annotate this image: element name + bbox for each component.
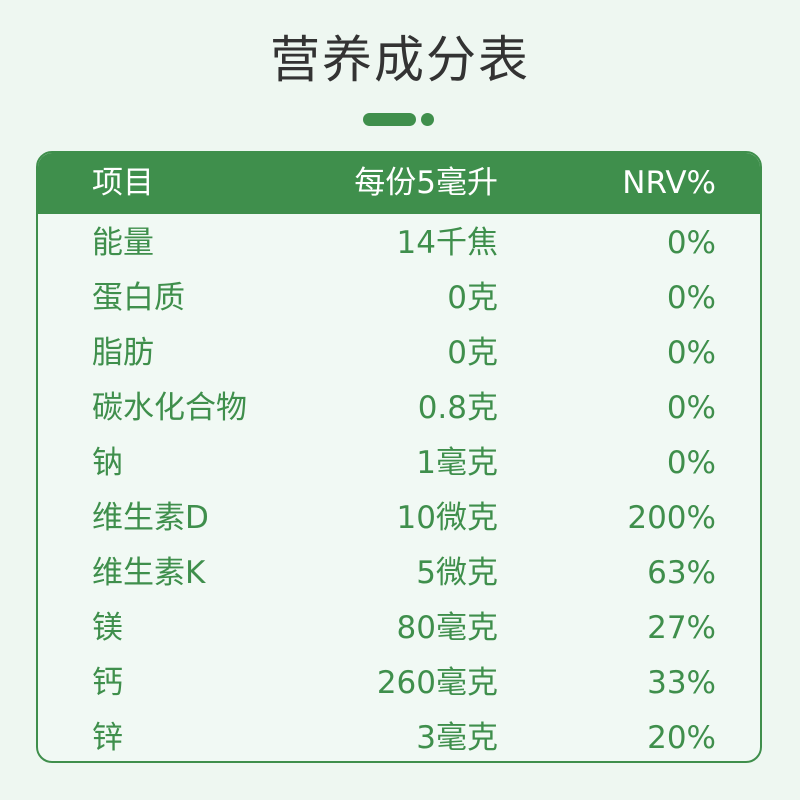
row-amount: 0.8克 bbox=[417, 390, 498, 426]
row-item: 钙 bbox=[92, 665, 123, 701]
row-item: 脂肪 bbox=[92, 335, 154, 371]
row-amount: 10微克 bbox=[396, 500, 498, 536]
row-item: 维生素D bbox=[92, 500, 209, 536]
title-decoration bbox=[363, 113, 443, 127]
row-item: 能量 bbox=[92, 225, 154, 261]
row-nrv: 27% bbox=[647, 610, 716, 646]
table-row: 钠 1毫克 0% bbox=[38, 436, 760, 491]
row-nrv: 0% bbox=[666, 335, 716, 371]
row-amount: 14千焦 bbox=[396, 225, 498, 261]
row-amount: 0克 bbox=[447, 280, 498, 316]
row-item: 镁 bbox=[92, 610, 123, 646]
table-row: 锌 3毫克 20% bbox=[38, 711, 760, 761]
table-row: 维生素D 10微克 200% bbox=[38, 491, 760, 546]
row-amount: 260毫克 bbox=[376, 665, 498, 701]
decoration-bar bbox=[363, 113, 416, 126]
table-row: 能量 14千焦 0% bbox=[38, 216, 760, 271]
row-nrv: 0% bbox=[666, 390, 716, 426]
decoration-dot bbox=[421, 113, 434, 126]
row-item: 锌 bbox=[92, 720, 123, 756]
table-row: 镁 80毫克 27% bbox=[38, 601, 760, 656]
row-nrv: 0% bbox=[666, 280, 716, 316]
table-row: 蛋白质 0克 0% bbox=[38, 271, 760, 326]
row-item: 钠 bbox=[92, 445, 123, 481]
table-row: 脂肪 0克 0% bbox=[38, 326, 760, 381]
header-nrv: NRV% bbox=[622, 165, 716, 201]
table-row: 维生素K 5微克 63% bbox=[38, 546, 760, 601]
header-item: 项目 bbox=[92, 165, 154, 201]
page-title: 营养成分表 bbox=[270, 31, 530, 89]
row-item: 蛋白质 bbox=[92, 280, 185, 316]
row-amount: 0克 bbox=[447, 335, 498, 371]
row-amount: 1毫克 bbox=[416, 445, 498, 481]
header-amount: 每份5毫升 bbox=[354, 165, 498, 201]
row-nrv: 20% bbox=[647, 720, 716, 756]
row-amount: 5微克 bbox=[416, 555, 498, 591]
table-header: 项目 每份5毫升 NRV% bbox=[38, 153, 760, 214]
row-nrv: 0% bbox=[666, 445, 716, 481]
row-amount: 80毫克 bbox=[396, 610, 498, 646]
table-row: 钙 260毫克 33% bbox=[38, 656, 760, 711]
row-nrv: 63% bbox=[647, 555, 716, 591]
table-row: 碳水化合物 0.8克 0% bbox=[38, 381, 760, 436]
nutrition-table: 项目 每份5毫升 NRV% 能量 14千焦 0% 蛋白质 0克 0% 脂肪 0克… bbox=[36, 151, 762, 763]
row-nrv: 33% bbox=[647, 665, 716, 701]
row-item: 碳水化合物 bbox=[92, 390, 247, 426]
row-nrv: 200% bbox=[627, 500, 716, 536]
row-nrv: 0% bbox=[666, 225, 716, 261]
row-item: 维生素K bbox=[92, 555, 206, 591]
row-amount: 3毫克 bbox=[416, 720, 498, 756]
